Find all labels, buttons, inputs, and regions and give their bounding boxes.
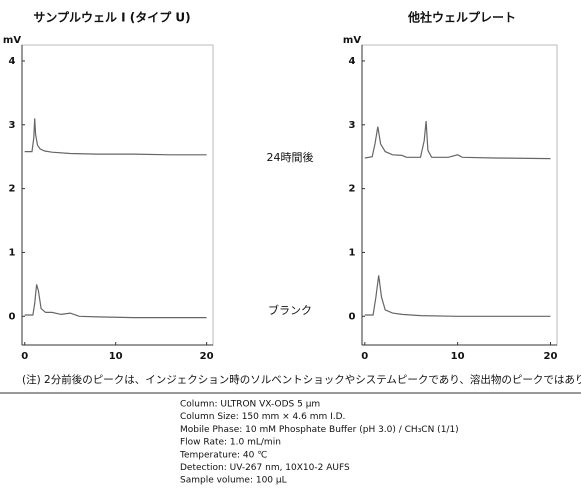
- row-label: 24時間後: [267, 150, 314, 164]
- y-tick-label: 2: [349, 184, 356, 195]
- condition: Column: ULTRON VX-ODS 5 μm: [180, 400, 320, 410]
- y-tick-label: 4: [349, 56, 356, 67]
- y-tick-label: 1: [349, 247, 356, 258]
- chart-title: サンプルウェル I (タイプ U): [33, 10, 190, 25]
- trace: [24, 118, 207, 156]
- trace: [364, 275, 551, 317]
- y-tick-label: 3: [9, 120, 16, 131]
- chart-title: 他社ウェルプレート: [407, 10, 516, 25]
- y-tick-label: 0: [349, 311, 356, 322]
- y-tick-label: 2: [9, 184, 16, 195]
- x-tick-label: 0: [361, 351, 368, 362]
- trace: [364, 120, 551, 160]
- y-tick-label: 4: [9, 56, 16, 67]
- x-tick-label: 10: [109, 351, 123, 362]
- x-tick-label: 20: [544, 351, 558, 362]
- y-tick-label: 1: [9, 247, 16, 258]
- row-label: ブランク: [268, 303, 312, 317]
- y-axis-label: mV: [343, 35, 361, 46]
- condition: Sample volume: 100 μL: [180, 476, 287, 486]
- condition: Mobile Phase: 10 mM Phosphate Buffer (pH…: [180, 425, 459, 435]
- x-tick-label: 20: [200, 351, 214, 362]
- y-axis-label: mV: [3, 35, 21, 46]
- condition: Column Size: 150 mm × 4.6 mm I.D.: [180, 412, 345, 422]
- x-tick-label: 10: [451, 351, 465, 362]
- plot-frame: [361, 44, 558, 346]
- trace: [24, 284, 207, 319]
- x-tick-label: 0: [21, 351, 28, 362]
- condition: Detection: UV-267 nm, 10X10-2 AUFS: [180, 463, 350, 473]
- y-tick-label: 3: [349, 120, 356, 131]
- plot-frame: [21, 44, 214, 346]
- footnote: (注) 2分前後のピークは、インジェクション時のソルベントショックやシステムピー…: [22, 373, 581, 386]
- y-tick-label: 0: [9, 311, 16, 322]
- condition: Temperature: 40 ℃: [179, 450, 267, 460]
- condition: Flow Rate: 1.0 mL/min: [180, 438, 281, 448]
